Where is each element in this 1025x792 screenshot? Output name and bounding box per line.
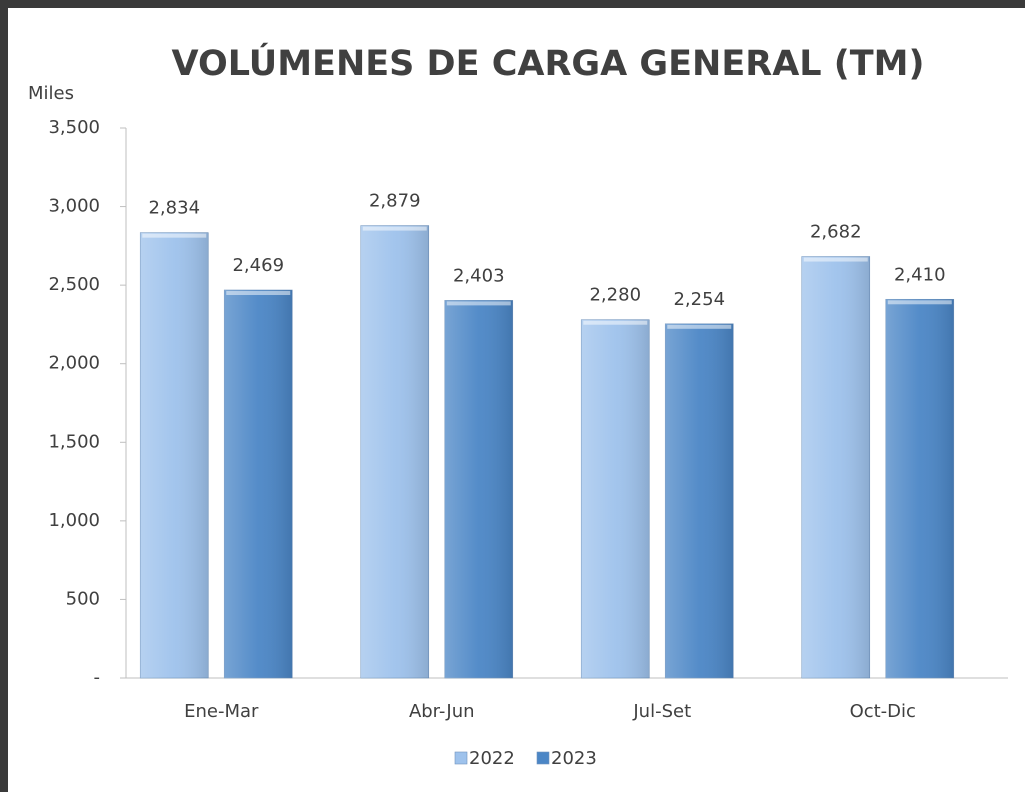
legend-swatch (454, 751, 468, 765)
bar-cap (583, 320, 648, 325)
x-tick-label: Oct-Dic (850, 701, 916, 722)
bar-cap (887, 300, 952, 305)
value-label: 2,682 (810, 222, 862, 243)
bar-cap (667, 324, 732, 329)
x-tick-label: Abr-Jun (409, 701, 475, 722)
bar-cap (362, 226, 427, 231)
value-label: 2,280 (589, 285, 641, 306)
y-tick-label: 3,500 (48, 117, 100, 138)
value-label: 2,879 (369, 191, 421, 212)
value-label: 2,469 (232, 255, 284, 276)
y-tick-label: - (94, 667, 101, 688)
legend-label: 2023 (551, 748, 597, 769)
bar-shine (360, 225, 429, 679)
y-tick-label: 2,000 (48, 353, 100, 374)
bar-shine (224, 290, 293, 678)
y-tick-label: 1,500 (48, 431, 100, 452)
bar-shine (140, 232, 209, 678)
bar-cap (142, 233, 207, 238)
y-tick-label: 500 (66, 588, 100, 609)
x-tick-label: Jul-Set (632, 701, 691, 722)
value-label: 2,254 (673, 289, 725, 310)
value-label: 2,834 (148, 198, 200, 219)
y-tick-label: 1,000 (48, 510, 100, 531)
legend-label: 2022 (469, 748, 515, 769)
y-tick-label: 2,500 (48, 274, 100, 295)
chart-title: VOLÚMENES DE CARGA GENERAL (TM) (172, 42, 925, 84)
bar-shine (885, 299, 954, 678)
bar-cap (803, 257, 868, 262)
bar-cap (446, 301, 511, 306)
bar-cap (226, 291, 291, 296)
bar-shine (581, 319, 650, 678)
legend-swatch (536, 751, 550, 765)
y-axis-label: Miles (28, 83, 74, 104)
value-label: 2,403 (453, 265, 505, 286)
x-tick-label: Ene-Mar (184, 701, 259, 722)
bar-shine (665, 323, 734, 678)
bar-shine (801, 256, 870, 678)
y-tick-label: 3,000 (48, 196, 100, 217)
bar-shine (444, 300, 513, 678)
value-label: 2,410 (894, 264, 946, 285)
